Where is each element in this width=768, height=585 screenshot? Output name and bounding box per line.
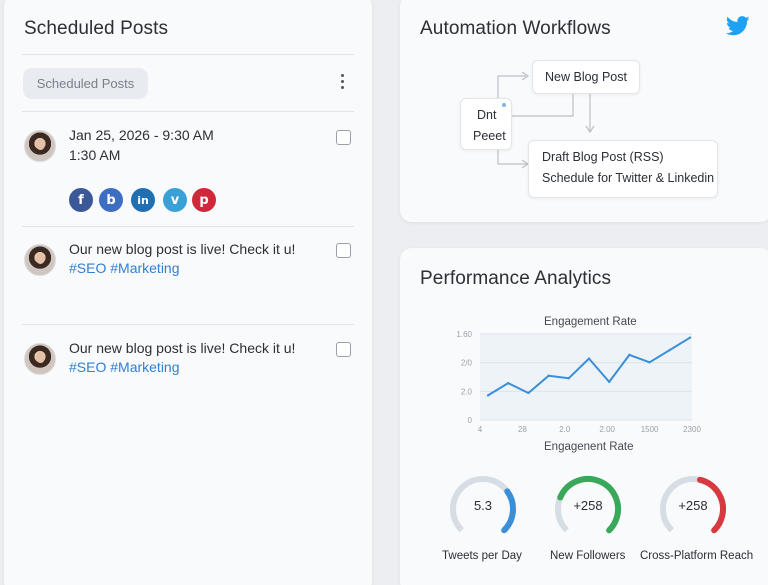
post-tags[interactable]: #SEO #Marketing [69, 359, 180, 375]
y-tick-label: 1.60 [456, 330, 472, 339]
gauge-label: New Followers [550, 550, 626, 562]
workflow-trigger-node[interactable]: Dnt Peeet [460, 98, 512, 150]
data-point [507, 381, 510, 385]
performance-analytics-title: Performance Analytics [420, 268, 612, 289]
x-tick-label: 2.00 [599, 425, 615, 434]
automation-workflows-panel: Automation Workflows Dnt Peeet New Blog … [400, 0, 768, 222]
divider [22, 226, 354, 227]
post-time: 1:30 AM [69, 147, 121, 163]
workflow-connectors [497, 71, 595, 169]
post-text: Our new blog post is live! Check it u! [69, 340, 296, 356]
x-tick-label: 2300 [683, 425, 701, 434]
facebook-icon[interactable]: f [69, 188, 93, 212]
x-tick-label: 1500 [641, 425, 659, 434]
blogger-icon[interactable]: b [99, 188, 123, 212]
y-tick-label: 0 [468, 416, 473, 425]
gauge-fill [660, 475, 726, 542]
data-point [527, 391, 530, 395]
y-tick-label: 2.0 [461, 387, 473, 396]
gauge-value: +258 [678, 498, 708, 513]
pinterest-icon[interactable]: p [192, 188, 216, 212]
engagement-line-chart: 0 2.0 2/0 1.60 4 28 2.0 2.00 1500 2300 [456, 330, 701, 434]
data-point [628, 353, 631, 357]
divider [22, 324, 354, 325]
gauge-value: +258 [573, 498, 603, 513]
workflow-action-node[interactable]: Draft Blog Post (RSS) Schedule for Twitt… [528, 140, 718, 198]
vimeo-icon[interactable]: v [163, 188, 187, 212]
data-point [587, 357, 591, 360]
gauge-label: Tweets per Day [442, 550, 522, 562]
performance-analytics-panel: Performance Analytics Engagement Rate 0 2… [400, 248, 768, 585]
kpi-gauge [555, 476, 621, 542]
twitter-icon[interactable] [726, 16, 750, 36]
node-label: New Blog Post [545, 70, 627, 84]
gauge-label: Cross-Platform Reach [640, 550, 754, 562]
post-date: Jan 25, 2026 - 9:30 AM [69, 127, 214, 143]
y-tick-label: 2/0 [461, 359, 473, 368]
automation-workflows-title: Automation Workflows [420, 18, 611, 39]
scheduled-posts-filter-chip[interactable]: Scheduled Posts [23, 68, 148, 99]
avatar [24, 343, 56, 375]
post-checkbox[interactable] [336, 130, 351, 145]
gauge-fill [450, 476, 516, 542]
gauge-value: 5.3 [473, 498, 493, 513]
post-text: Our new blog post is live! Check it u! [69, 241, 296, 257]
more-options-icon[interactable] [338, 74, 346, 94]
connector-dot [502, 103, 506, 107]
post-checkbox[interactable] [336, 243, 351, 258]
x-tick-label: 4 [478, 425, 483, 434]
data-point [567, 377, 570, 380]
data-point [486, 394, 490, 397]
plot-area [480, 334, 692, 420]
node-label: Draft Blog Post (RSS) [542, 150, 664, 164]
scheduled-posts-panel: Scheduled Posts Scheduled Posts Jan 25, … [4, 0, 372, 585]
trigger-line-2: Peeet [473, 129, 506, 143]
x-tick-label: 28 [518, 425, 527, 434]
post-tags[interactable]: #SEO #Marketing [69, 260, 180, 276]
x-tick-label: 2.0 [559, 425, 571, 434]
data-point [668, 348, 671, 352]
data-point [688, 336, 692, 339]
avatar [24, 244, 56, 276]
scheduled-posts-title: Scheduled Posts [24, 18, 169, 39]
workflow-new-blog-post-node[interactable]: New Blog Post [532, 60, 640, 94]
gauge-fill [555, 476, 621, 542]
avatar [24, 130, 56, 162]
linkedin-icon[interactable]: in [131, 188, 155, 212]
node-label: Schedule for Twitter & Linkedin [542, 171, 715, 185]
trigger-line-1: Dnt [477, 108, 497, 122]
chart-title: Engagement Rate [544, 316, 637, 328]
data-point [648, 361, 651, 364]
chart-x-axis-label: Engagenent Rate [544, 441, 634, 453]
data-point [608, 380, 611, 384]
kpi-gauge [449, 476, 516, 542]
divider [22, 111, 354, 112]
divider [22, 54, 354, 55]
kpi-gauge [660, 475, 726, 542]
data-point [547, 374, 550, 377]
post-checkbox[interactable] [336, 342, 351, 357]
